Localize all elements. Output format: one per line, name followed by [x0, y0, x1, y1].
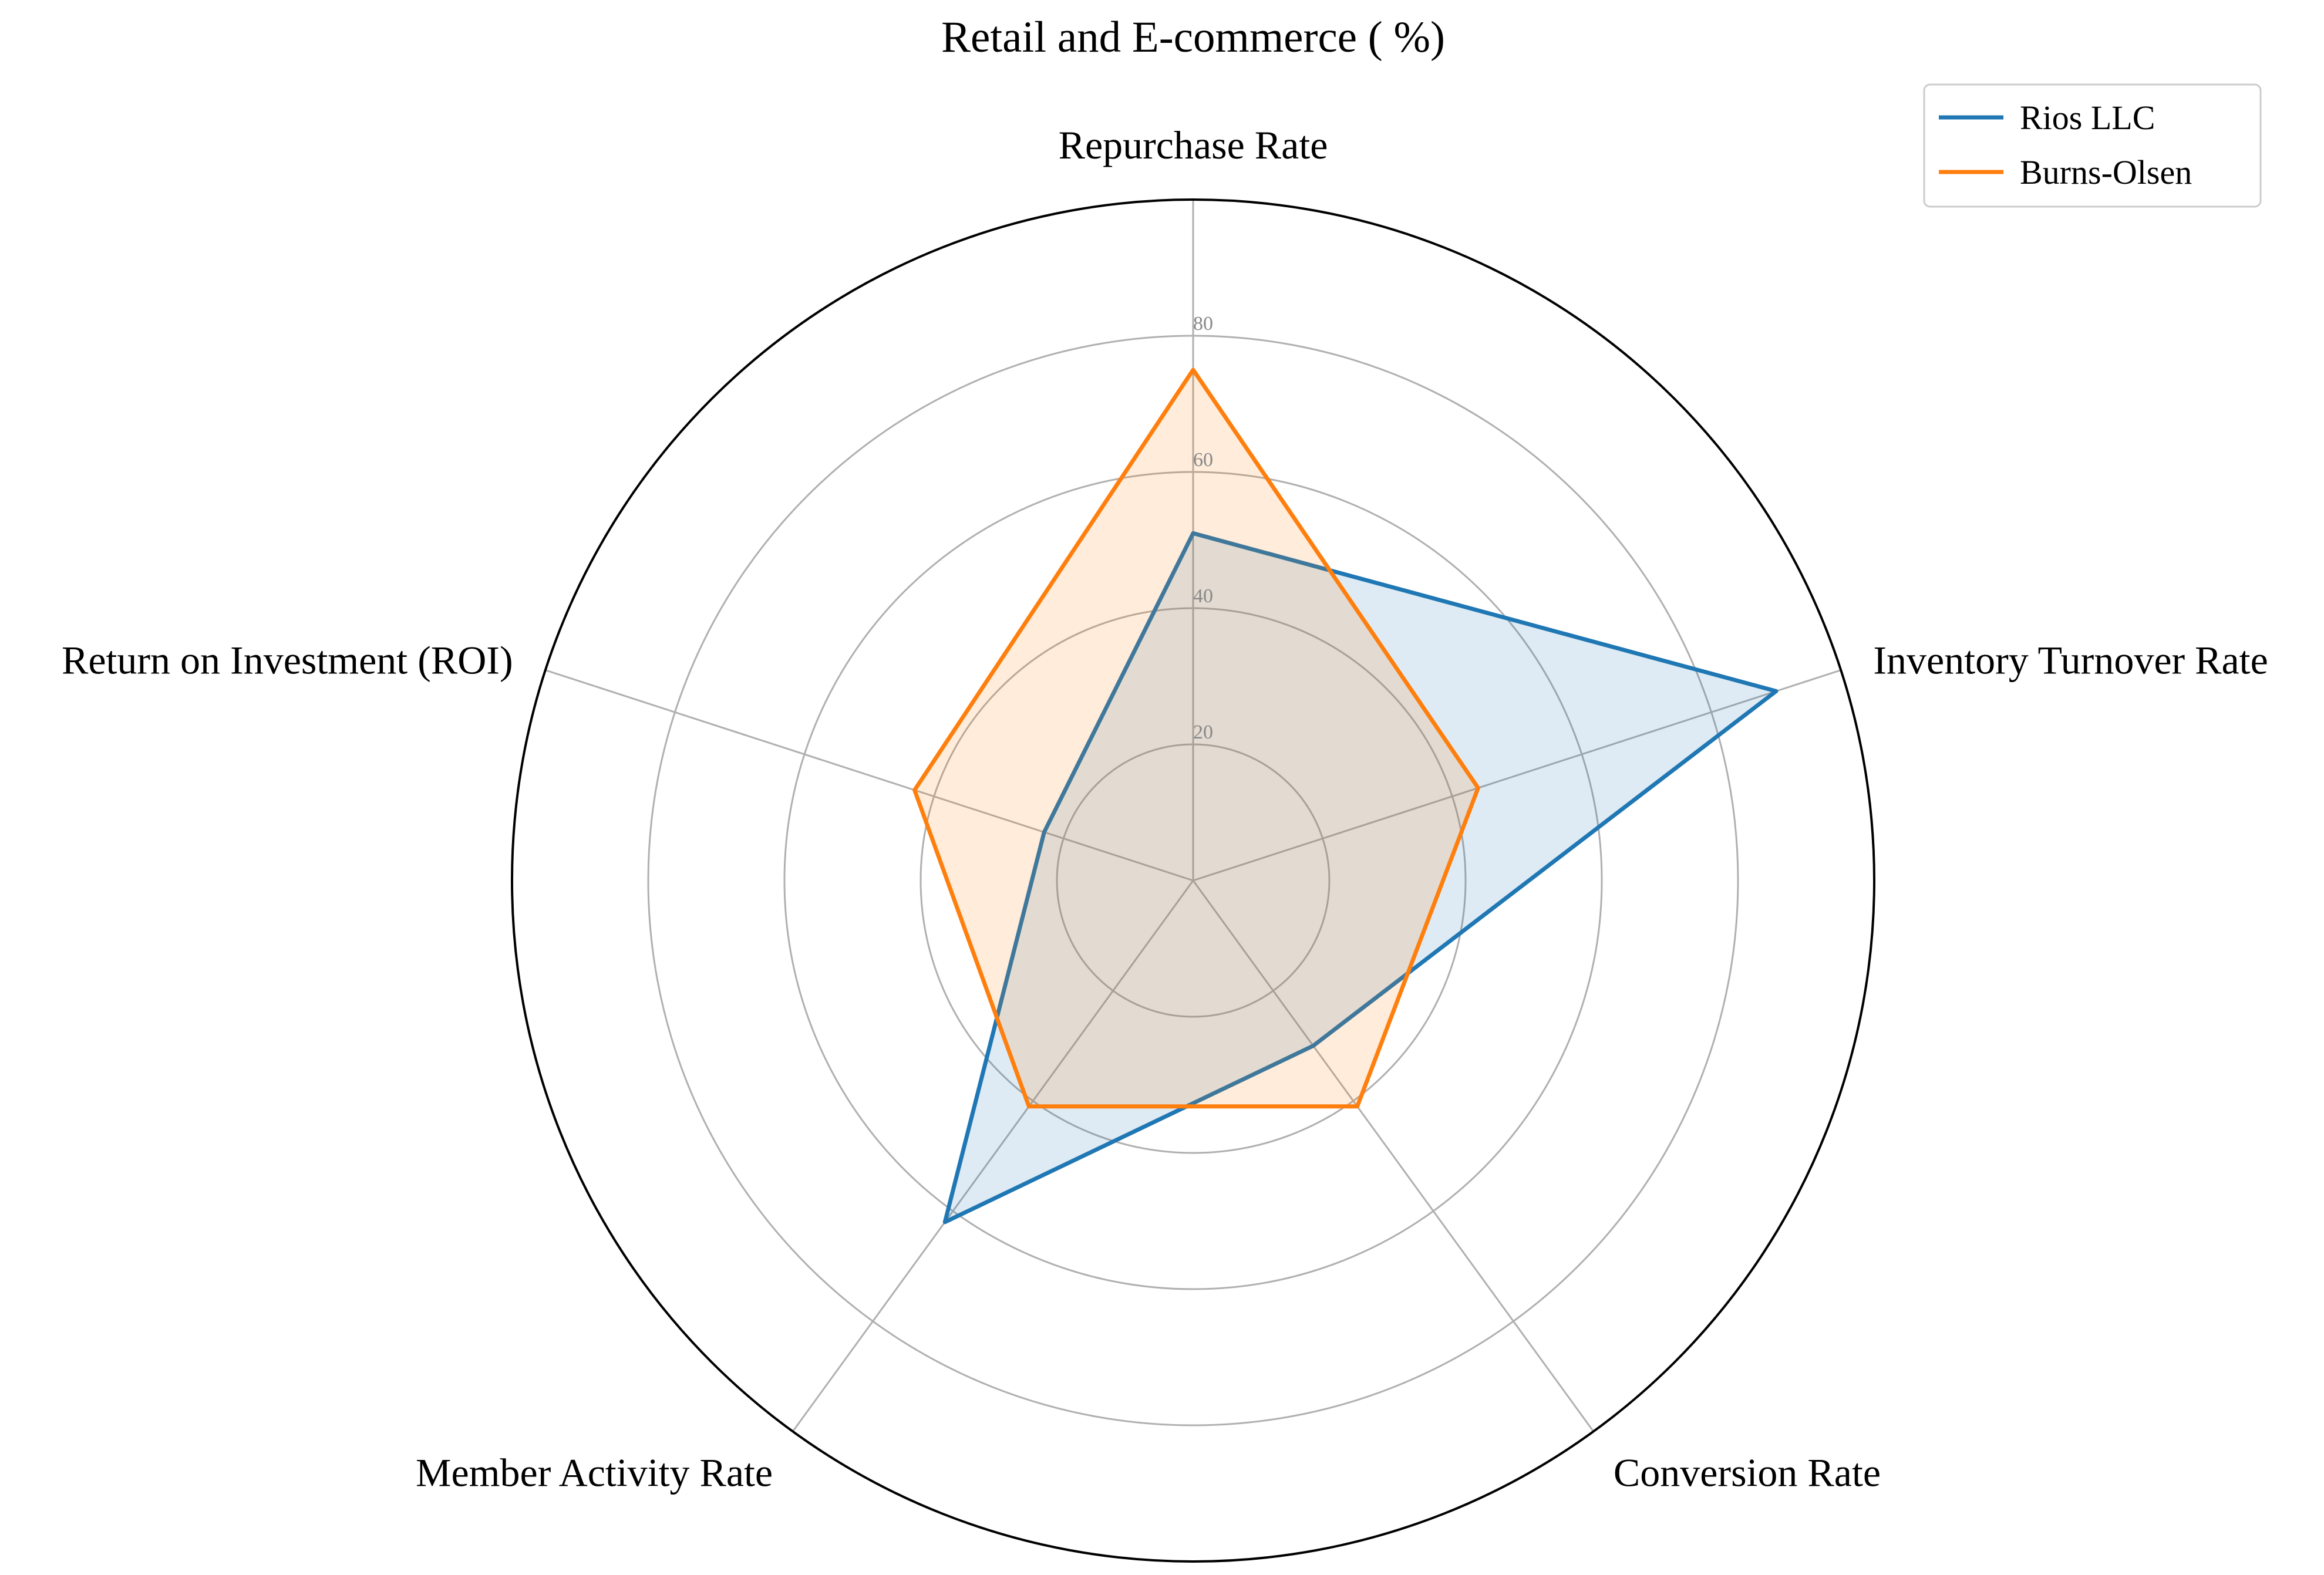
axis-label-return-on-investment-roi: Return on Investment (ROI) [62, 638, 513, 683]
spoke-return-on-investment-roi [545, 669, 1194, 882]
axis-label-inventory-turnover-rate: Inventory Turnover Rate [1873, 638, 2268, 683]
outer-ring [511, 198, 1875, 1563]
series-line-burns-olsen [912, 367, 1480, 1109]
series-line-rios-llc [942, 531, 1779, 1225]
series-area-burns-olsen [914, 370, 1478, 1107]
series-area-rios-llc [945, 533, 1776, 1222]
legend-frame [1923, 83, 2262, 208]
tick-label-80: 80 [1193, 313, 1213, 335]
axis-label-member-activity-rate: Member Activity Rate [416, 1450, 773, 1495]
legend-label-burns-olsen: Burns-Olsen [2020, 153, 2192, 191]
radial-tick-labels: 20 40 60 80 [1193, 313, 1213, 743]
legend: Rios LLC Burns-Olsen [1923, 83, 2262, 208]
spoke-conversion-rate [1192, 880, 1595, 1432]
tick-label-40: 40 [1193, 585, 1213, 607]
chart-title: Retail and E-commerce ( %) [941, 13, 1445, 62]
tick-label-20: 20 [1193, 721, 1213, 743]
axis-label-repurchase-rate: Repurchase Rate [1059, 123, 1328, 167]
axis-label-conversion-rate: Conversion Rate [1614, 1450, 1881, 1495]
radar-grid [511, 198, 1875, 1563]
spoke-inventory-turnover-rate [1193, 669, 1841, 882]
spoke-member-activity-rate [791, 880, 1194, 1432]
legend-label-rios-llc: Rios LLC [2020, 99, 2155, 137]
tick-label-60: 60 [1193, 449, 1213, 471]
axis-labels: Repurchase Rate Inventory Turnover Rate Co… [62, 123, 2268, 1495]
radar-series [912, 367, 1779, 1225]
